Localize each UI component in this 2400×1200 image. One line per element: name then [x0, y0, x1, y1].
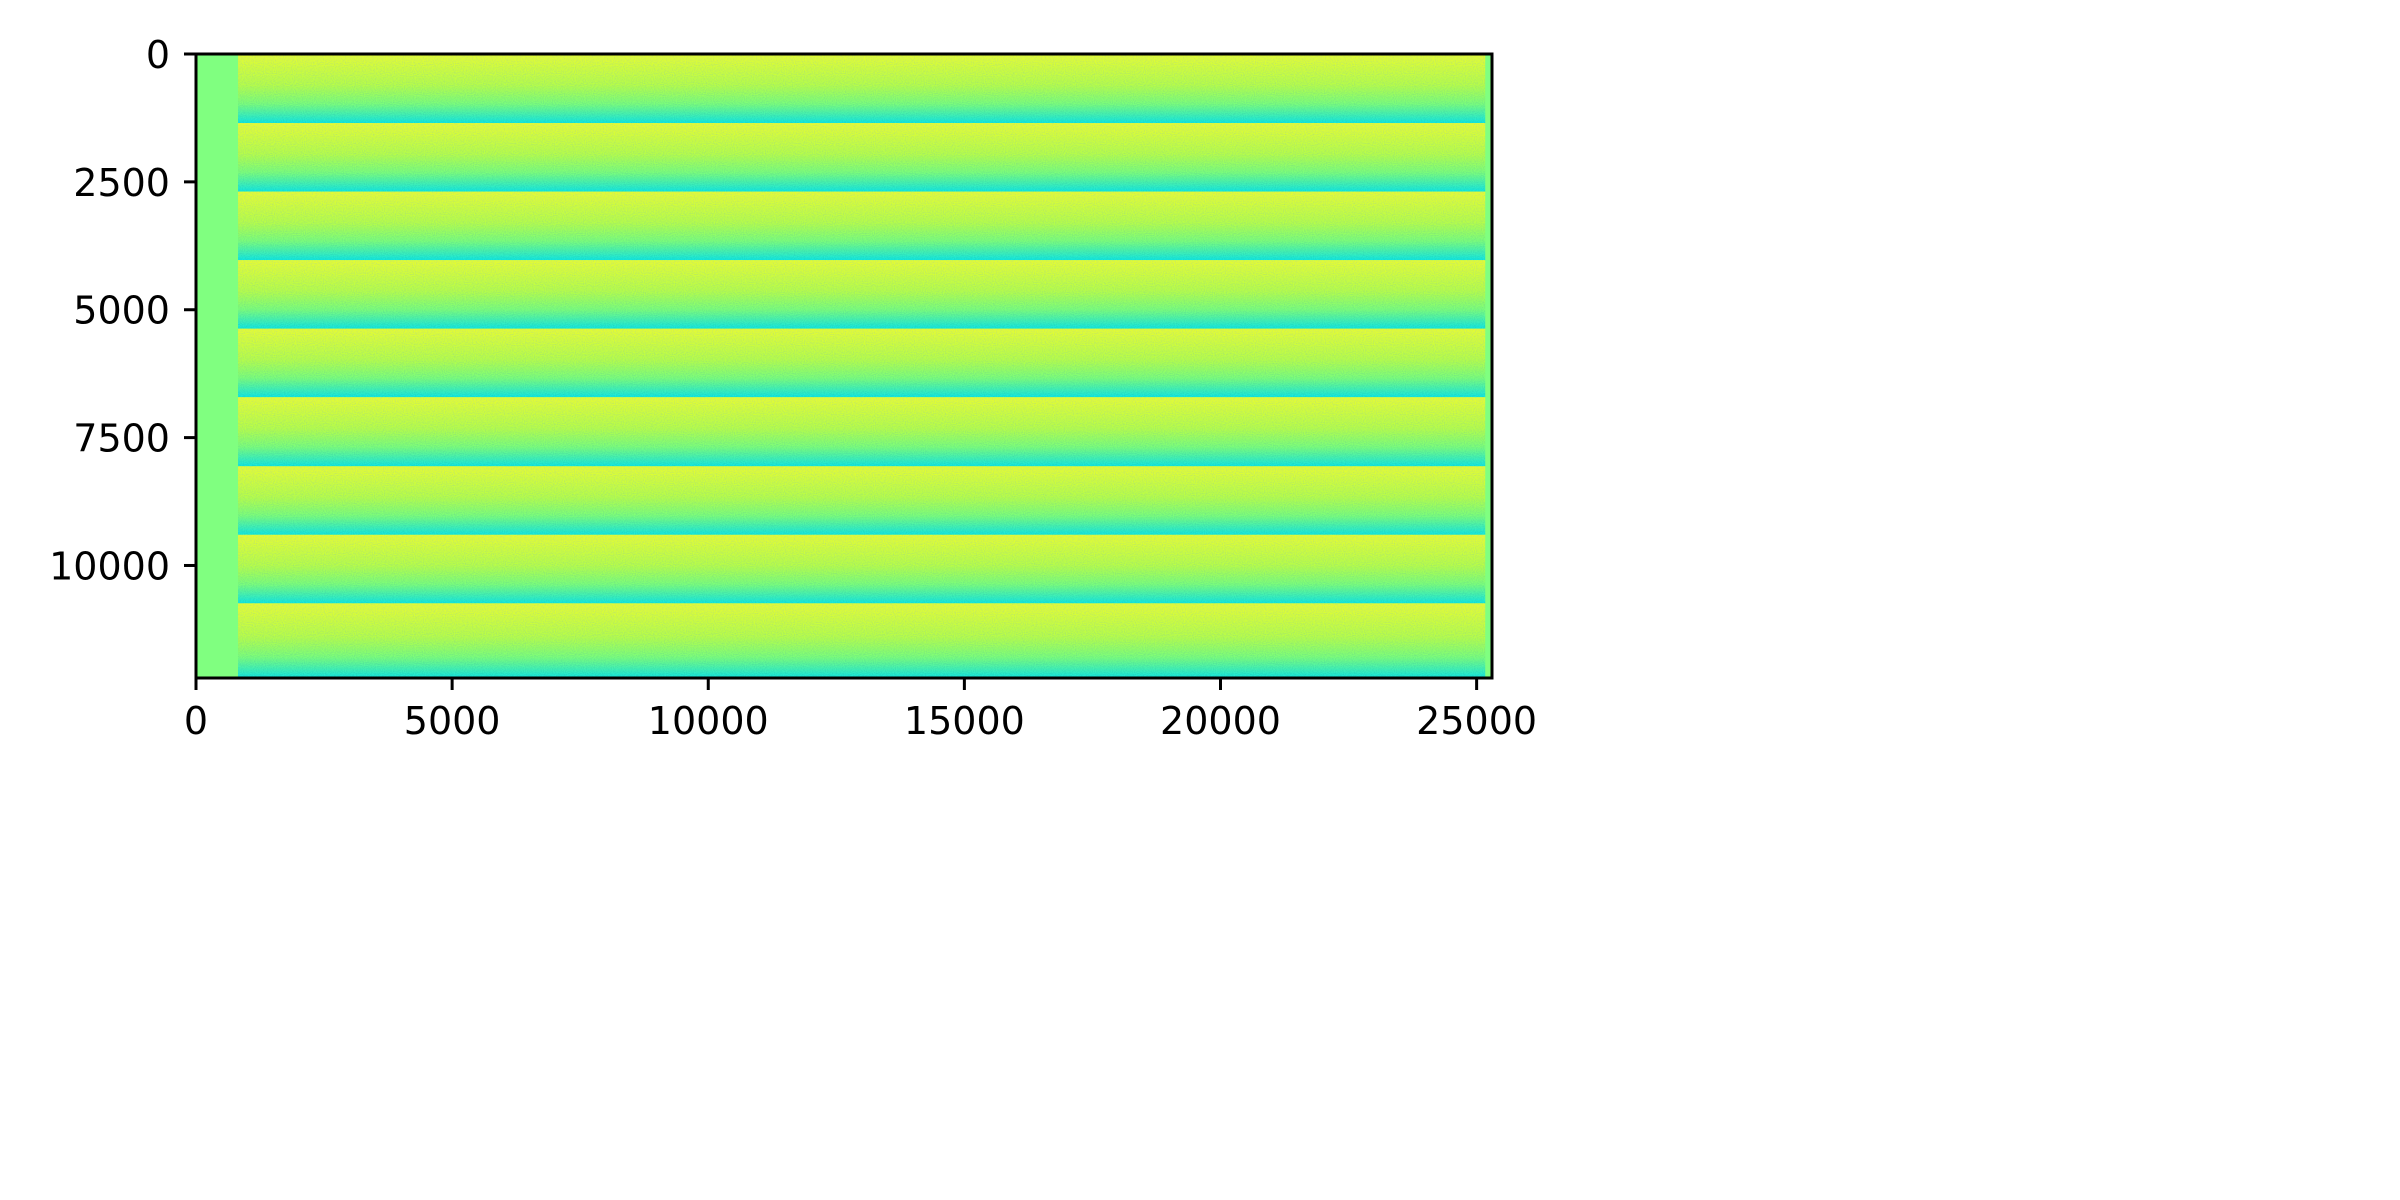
x-tick-label: 5000 [404, 699, 501, 743]
heatmap-stripe-6 [238, 397, 1486, 467]
y-tick-label: 0 [146, 33, 170, 77]
y-axis: 0 2500 5000 7500 10000 [49, 33, 196, 588]
heatmap-stripe-9 [238, 603, 1486, 678]
x-tick-label: 15000 [904, 699, 1025, 743]
right-padding-band [1485, 54, 1492, 678]
y-tick-label: 7500 [73, 417, 170, 461]
heatmap-stripe-5 [238, 328, 1486, 398]
x-tick-label: 25000 [1416, 699, 1537, 743]
heatmap-stripe-7 [238, 466, 1486, 535]
heatmap-stripe-3 [238, 191, 1486, 261]
heatmap-stripe-2 [238, 123, 1486, 192]
x-tick-label: 0 [184, 699, 208, 743]
heatmap-chart: 0 5000 10000 15000 20000 25000 0 2500 5000 7500 1… [49, 33, 1537, 743]
y-tick-label: 5000 [73, 289, 170, 333]
left-padding-band [196, 54, 239, 678]
heatmap-stripe-1 [238, 54, 1486, 124]
plot-frame [194, 52, 1494, 680]
x-tick-label: 20000 [1160, 699, 1281, 743]
y-tick-label: 2500 [73, 161, 170, 205]
x-tick-label: 10000 [648, 699, 769, 743]
heatmap-stripe-8 [238, 534, 1486, 604]
plot-area [196, 54, 1492, 678]
x-axis: 0 5000 10000 15000 20000 25000 [184, 678, 1537, 743]
heatmap-stripe-4 [238, 260, 1486, 329]
heatmap-figure: 0 5000 10000 15000 20000 25000 0 2500 5000 7500 1… [0, 0, 1562, 781]
y-tick-label: 10000 [49, 544, 170, 588]
